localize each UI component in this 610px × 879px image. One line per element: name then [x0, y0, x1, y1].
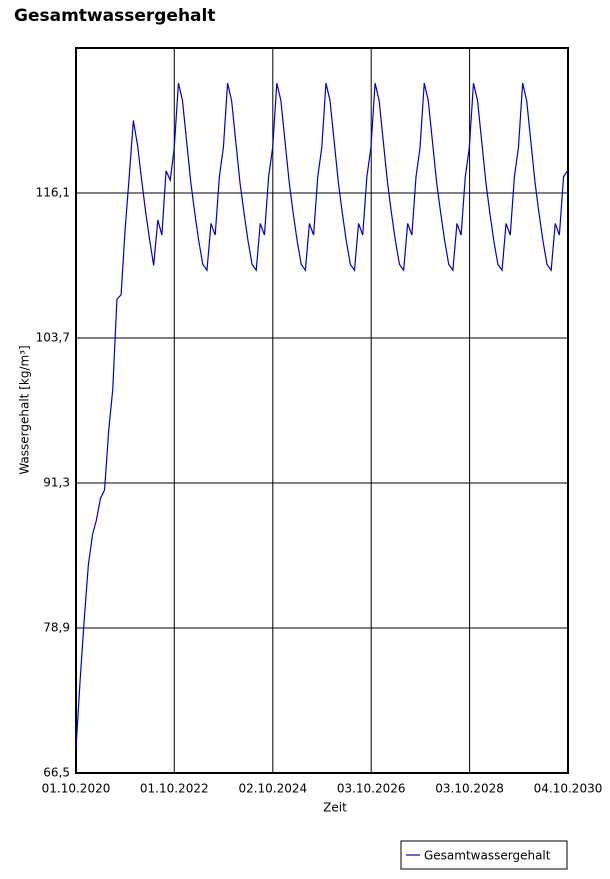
legend-box	[400, 840, 568, 870]
y-tick-label: 103,7	[36, 331, 70, 345]
y-tick-label: 66,5	[43, 766, 70, 780]
x-tick-label: 03.10.2028	[435, 782, 504, 796]
x-tick-label: 04.10.2030	[534, 782, 603, 796]
x-tick-label: 01.10.2020	[42, 782, 111, 796]
y-axis-label: Wassergehalt [kg/m³]	[18, 345, 32, 474]
x-axis-label: Zeit	[323, 801, 347, 815]
data-line	[75, 82, 569, 749]
plot-frame	[75, 47, 569, 774]
chart-title: Gesamtwassergehalt	[14, 6, 215, 26]
legend-label: Gesamtwassergehalt	[424, 849, 551, 863]
y-tick-label: 91,3	[43, 476, 70, 490]
y-tick-label: 116,1	[36, 186, 70, 200]
y-tick-label: 78,9	[43, 621, 70, 635]
x-tick-label: 03.10.2026	[337, 782, 406, 796]
x-tick-label: 02.10.2024	[238, 782, 307, 796]
x-tick-label: 01.10.2022	[140, 782, 209, 796]
